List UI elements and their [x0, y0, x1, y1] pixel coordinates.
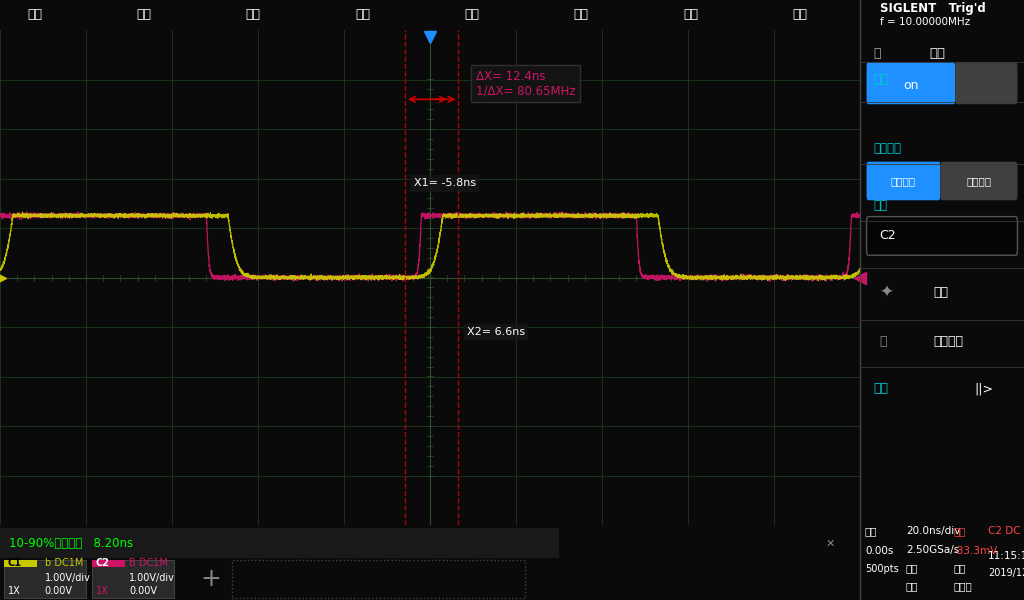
- Text: f = 10.00000MHz: f = 10.00000MHz: [880, 17, 970, 26]
- FancyBboxPatch shape: [866, 161, 940, 200]
- FancyBboxPatch shape: [940, 161, 1018, 200]
- Text: 数学: 数学: [683, 8, 698, 22]
- Text: 测量: 测量: [929, 47, 945, 61]
- Text: 边沿: 边沿: [953, 563, 966, 574]
- Text: 🗑: 🗑: [880, 335, 887, 349]
- FancyBboxPatch shape: [92, 560, 125, 568]
- Text: 1X: 1X: [95, 586, 109, 596]
- Text: 门限: 门限: [873, 382, 888, 395]
- Text: 采样: 采样: [246, 8, 260, 22]
- FancyBboxPatch shape: [92, 560, 174, 598]
- Text: 时基: 时基: [865, 526, 878, 536]
- Text: 高级测量: 高级测量: [967, 176, 991, 186]
- Text: C2: C2: [880, 229, 896, 242]
- Text: SIGLENT   Trig'd: SIGLENT Trig'd: [880, 2, 985, 15]
- Text: C2 DC: C2 DC: [988, 526, 1021, 536]
- Text: B DC1M: B DC1M: [129, 558, 168, 568]
- Text: C1: C1: [8, 558, 22, 568]
- Text: ||>: ||>: [975, 382, 994, 395]
- Text: 1.00V/div: 1.00V/div: [129, 572, 175, 583]
- Text: 1X: 1X: [8, 586, 20, 596]
- Text: C2: C2: [95, 558, 110, 568]
- Text: 0.00V: 0.00V: [45, 586, 73, 596]
- Text: ✕: ✕: [825, 538, 835, 548]
- Text: X1= -5.8ns: X1= -5.8ns: [414, 178, 476, 188]
- Text: on: on: [903, 79, 919, 92]
- Text: +: +: [201, 567, 221, 591]
- Text: 上升沿: 上升沿: [953, 581, 972, 591]
- Text: 10-90%上升时间   8.20ns: 10-90%上升时间 8.20ns: [8, 537, 133, 550]
- Text: 信源: 信源: [873, 199, 887, 212]
- Text: 11:15:14: 11:15:14: [988, 551, 1024, 561]
- Text: ✦: ✦: [880, 283, 894, 301]
- Text: 类型: 类型: [934, 286, 949, 299]
- FancyBboxPatch shape: [4, 560, 37, 568]
- Text: 20.0ns/div: 20.0ns/div: [906, 526, 961, 536]
- Text: 1.00V/div: 1.00V/div: [45, 572, 90, 583]
- FancyBboxPatch shape: [866, 62, 955, 104]
- Text: 测量类型: 测量类型: [873, 142, 901, 155]
- Text: 边沿: 边沿: [906, 581, 919, 591]
- Text: 目: 目: [873, 47, 881, 61]
- Text: 2019/12/13: 2019/12/13: [988, 568, 1024, 578]
- Text: 光标: 光标: [464, 8, 479, 22]
- FancyBboxPatch shape: [0, 528, 559, 558]
- Text: 500pts: 500pts: [865, 563, 899, 574]
- Text: b DC1M: b DC1M: [45, 558, 83, 568]
- Text: 基本测量: 基本测量: [891, 176, 915, 186]
- Text: 清除测量: 清除测量: [934, 335, 964, 349]
- Text: 2.50GSa/s: 2.50GSa/s: [906, 545, 959, 556]
- Text: 0.00V: 0.00V: [129, 586, 157, 596]
- Text: 0.00s: 0.00s: [865, 545, 893, 556]
- Text: 分析: 分析: [793, 8, 807, 22]
- Text: 触发: 触发: [355, 8, 370, 22]
- Text: 测量: 测量: [573, 8, 589, 22]
- Text: 触发: 触发: [953, 526, 966, 536]
- Text: 显示: 显示: [136, 8, 152, 22]
- FancyBboxPatch shape: [866, 217, 1018, 255]
- Text: 自动: 自动: [906, 563, 919, 574]
- Text: ΔX= 12.4ns
1/ΔX= 80.65MHz: ΔX= 12.4ns 1/ΔX= 80.65MHz: [475, 70, 575, 98]
- Text: 测量: 测量: [873, 73, 888, 86]
- Text: X2= 6.6ns: X2= 6.6ns: [467, 327, 525, 337]
- Text: -33.3mV: -33.3mV: [953, 545, 997, 556]
- Text: 功能: 功能: [27, 8, 42, 22]
- FancyBboxPatch shape: [4, 560, 86, 598]
- FancyBboxPatch shape: [955, 62, 1018, 104]
